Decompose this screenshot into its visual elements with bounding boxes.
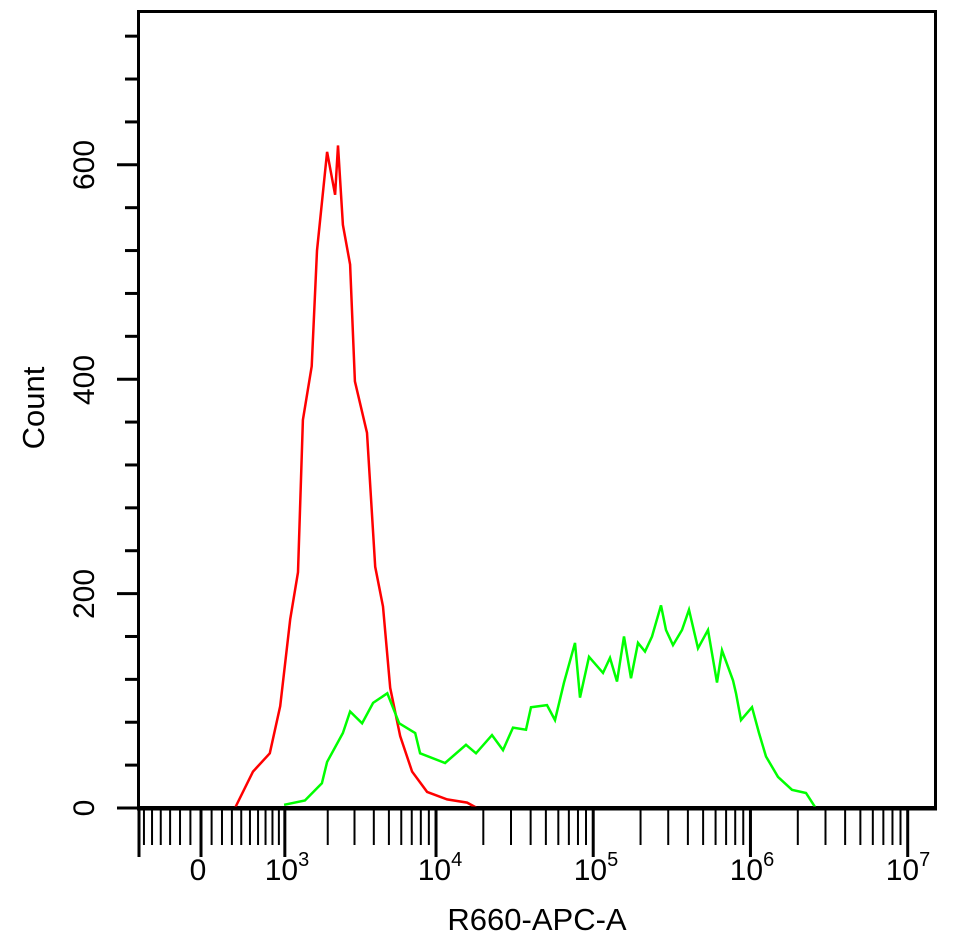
x-tick-label: 107 [886,849,931,887]
series-stained-line [283,605,817,808]
y-tick-label: 400 [68,355,101,405]
series-control-line [233,145,478,810]
plot-frame [137,10,937,809]
x-tick-label: 106 [730,849,775,887]
series-group [233,145,817,810]
x-tick-labels: 0 103 104 105 106 107 [190,849,931,887]
y-axis-title: Count [16,366,51,449]
y-tick-label: 0 [68,800,101,817]
x-tick-label: 0 [190,854,207,887]
y-tick-label: 200 [68,569,101,619]
x-tick-label: 105 [574,849,619,887]
y-tick-labels: 0 200 400 600 [68,140,101,816]
axis-ticks [117,34,910,857]
x-tick-label: 104 [418,849,463,887]
y-tick-label: 600 [68,140,101,190]
x-axis-title: R660-APC-A [447,902,626,937]
x-tick-label: 103 [265,849,310,887]
